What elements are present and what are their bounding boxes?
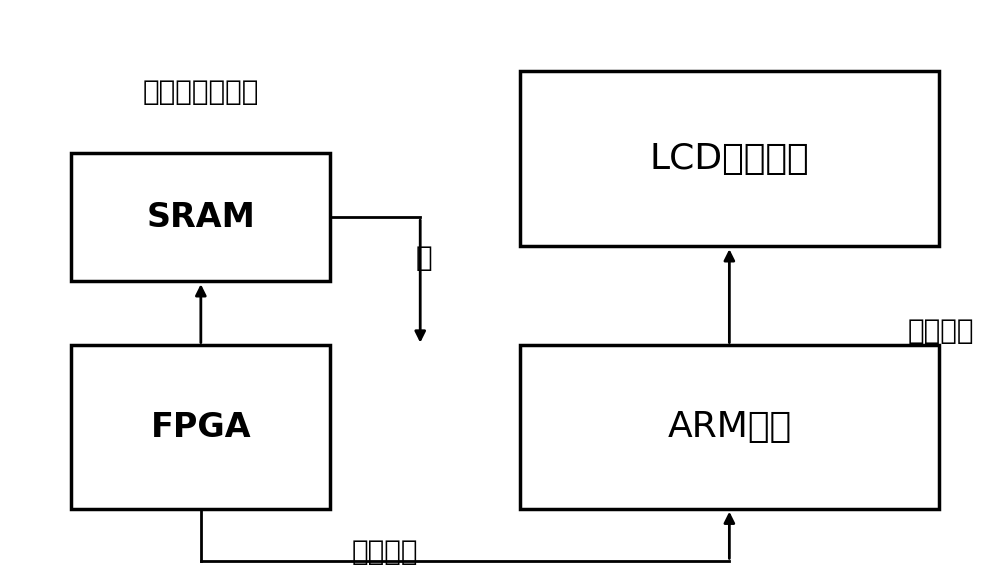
Text: ARM芯片: ARM芯片 — [667, 410, 791, 444]
Text: 查表显示: 查表显示 — [907, 317, 974, 345]
Text: 读: 读 — [415, 244, 432, 272]
Text: 中断通知: 中断通知 — [352, 538, 419, 566]
Text: SRAM: SRAM — [146, 200, 255, 234]
Bar — [71, 346, 330, 509]
Text: LCD显示单元: LCD显示单元 — [650, 142, 809, 176]
Bar — [520, 71, 939, 246]
Text: FPGA: FPGA — [151, 411, 251, 444]
Bar — [520, 346, 939, 509]
Text: 存放颜色索引表: 存放颜色索引表 — [143, 79, 259, 107]
Bar — [71, 153, 330, 281]
